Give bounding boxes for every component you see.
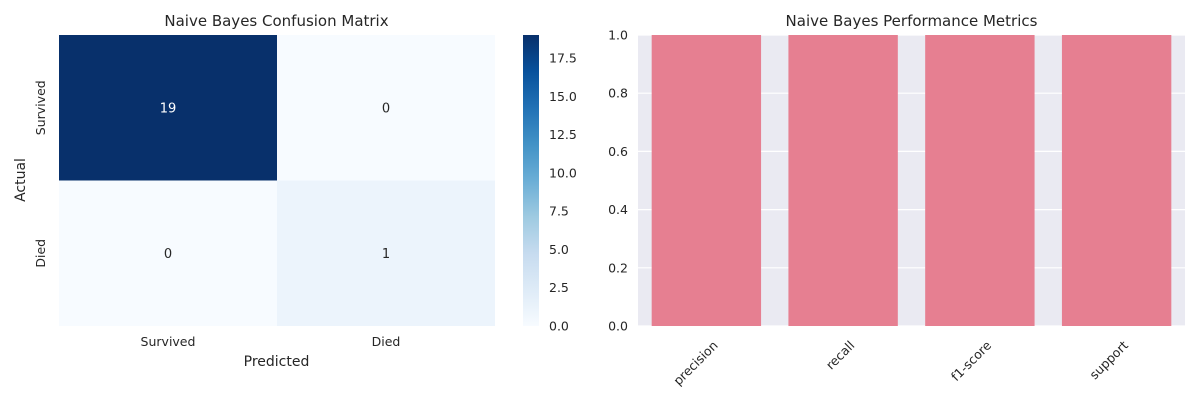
- bar-y-tick-label: 0.4: [608, 202, 628, 217]
- bar-x-tick-label: recall: [823, 338, 858, 373]
- heatmap-y-ticks: Survived Died: [33, 80, 48, 267]
- colorbar-tick-label: 7.5: [549, 204, 569, 219]
- colorbar-tick-label: 15.0: [549, 89, 577, 104]
- performance-metrics-title: Naive Bayes Performance Metrics: [786, 12, 1038, 30]
- bar: [651, 35, 762, 326]
- heatmap-cells: 19 0 0 1: [59, 35, 495, 326]
- bar: [1061, 35, 1172, 326]
- bar-y-ticks: 0.0 0.2 0.4 0.6 0.8 1.0: [608, 28, 628, 334]
- bar-y-tick-label: 0.8: [608, 86, 628, 101]
- bar-y-tick-label: 0.0: [608, 319, 628, 334]
- bar-x-tick-label: f1-score: [948, 337, 995, 384]
- colorbar: 0.0 2.5 5.0 7.5 10.0 12.5 15.0 17.5: [523, 35, 577, 334]
- colorbar-tick-label: 5.0: [549, 242, 569, 257]
- performance-metrics-panel: Naive Bayes Performance Metrics 0.00.20.…: [608, 12, 1185, 388]
- bar-x-ticks: precision recall f1-score support: [670, 337, 1131, 388]
- heatmap-x-axis-label: Predicted: [244, 354, 310, 370]
- heatmap-y-axis-label: Actual: [13, 158, 29, 202]
- colorbar-tick-label: 0.0: [549, 319, 569, 334]
- heatmap-y-tick-label: Survived: [33, 80, 48, 135]
- bar-x-tick-label: support: [1086, 338, 1131, 383]
- heatmap-x-tick-label: Survived: [141, 334, 196, 349]
- colorbar-tick-label: 10.0: [549, 165, 577, 180]
- heatmap-x-ticks: Survived Died: [141, 334, 401, 349]
- bar-x-tick-label: precision: [670, 338, 720, 388]
- bar-y-tick-label: 0.2: [608, 260, 628, 275]
- heatmap-x-tick-label: Died: [372, 334, 401, 349]
- heatmap-cell-value: 0: [164, 247, 172, 262]
- colorbar-tick-label: 12.5: [549, 127, 577, 142]
- heatmap-cell-value: 19: [160, 101, 177, 116]
- heatmap-cell: [59, 35, 277, 181]
- heatmap-cell-value: 0: [382, 101, 390, 116]
- bar-y-tick-label: 0.6: [608, 144, 628, 159]
- colorbar-tick-label: 2.5: [549, 280, 569, 295]
- bars: [651, 35, 1172, 326]
- heatmap-cell: [277, 180, 495, 326]
- heatmap-cell-value: 1: [382, 247, 390, 262]
- heatmap-cell: [277, 35, 495, 181]
- bar: [925, 35, 1035, 326]
- heatmap-cell: [59, 180, 277, 326]
- colorbar-ticks: 0.0 2.5 5.0 7.5 10.0 12.5 15.0 17.5: [549, 50, 577, 333]
- heatmap-y-tick-label: Died: [33, 239, 48, 268]
- bar: [788, 35, 898, 326]
- colorbar-gradient: [523, 35, 539, 326]
- bar-y-tick-label: 1.0: [608, 28, 628, 43]
- confusion-matrix-title: Naive Bayes Confusion Matrix: [164, 12, 388, 30]
- colorbar-tick-label: 17.5: [549, 50, 577, 65]
- confusion-matrix-panel: Naive Bayes Confusion Matrix 19 0 0 1 Survi…: [13, 12, 577, 370]
